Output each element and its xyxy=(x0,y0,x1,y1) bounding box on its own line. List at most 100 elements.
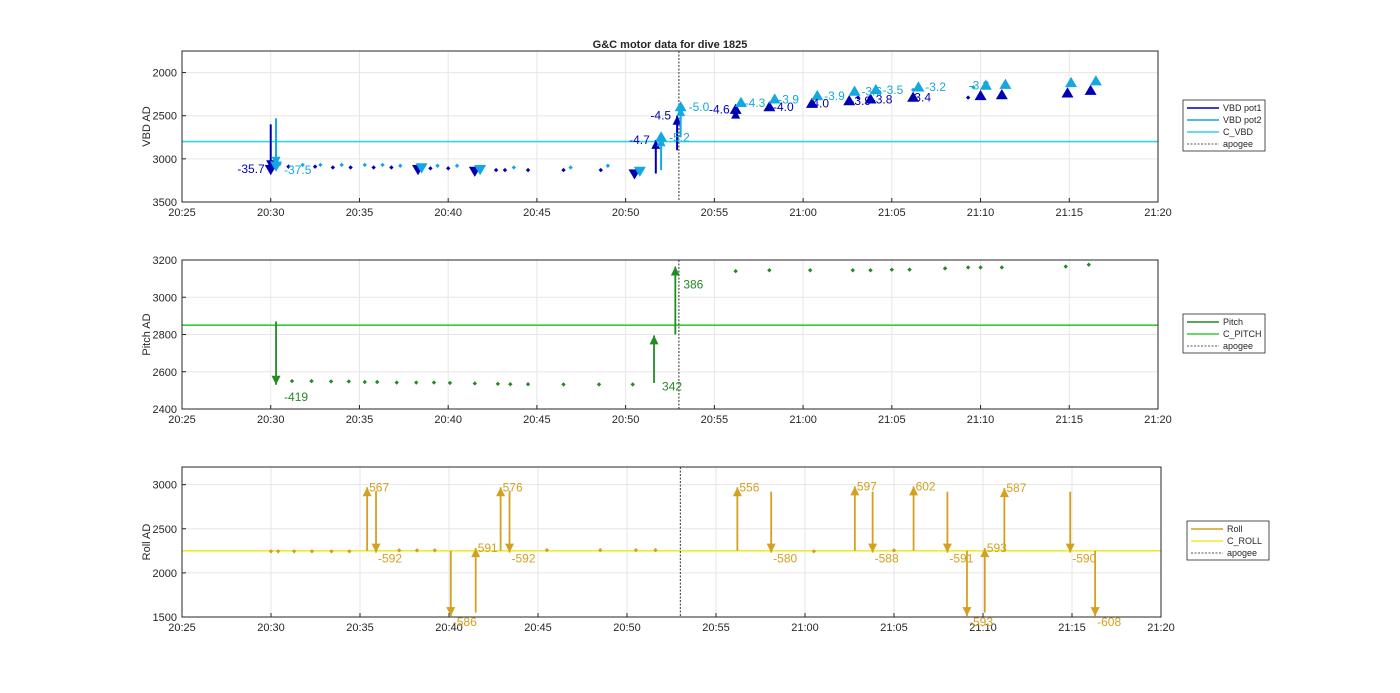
vbd-pot1-arrow-head xyxy=(651,139,661,149)
roll-ytick-label: 1500 xyxy=(153,612,177,624)
pitch-point xyxy=(472,381,477,386)
figure-title: G&C motor data for dive 1825 xyxy=(593,39,748,51)
vbd-pot2-marker xyxy=(655,131,668,142)
vbd-pot2-point xyxy=(568,165,573,170)
roll-xtick-label: 20:45 xyxy=(524,622,552,634)
pitch-point xyxy=(733,268,738,274)
pitch-point xyxy=(596,382,602,387)
vbd-pot1-point xyxy=(965,95,971,100)
vbd-pot2-marker xyxy=(474,165,487,176)
vbd-pot2-annotation: -5.0 xyxy=(689,100,710,114)
roll-annotation: 593 xyxy=(987,541,1007,555)
pitch-point xyxy=(907,267,912,272)
roll-arrow-head xyxy=(1065,543,1075,553)
pitch-ytick-label: 3200 xyxy=(153,255,177,267)
pitch-point xyxy=(362,379,367,385)
roll-annotation: 576 xyxy=(503,480,523,494)
pitch-xtick-label: 20:35 xyxy=(346,414,374,426)
roll-annotation: 587 xyxy=(1006,481,1026,495)
vbd-pot2-marker xyxy=(633,166,646,177)
vbd-ylabel: VBD AD xyxy=(141,106,153,146)
roll-point xyxy=(633,547,639,553)
vbd-pot1-annotation: -4.7 xyxy=(629,133,650,147)
vbd-pot1-point xyxy=(348,165,353,170)
vbd-pot2-annotation: -3.6 xyxy=(861,85,882,99)
vbd-pot1-point xyxy=(525,167,531,173)
roll-xtick-label: 20:25 xyxy=(168,622,196,634)
pitch-annotation: 386 xyxy=(683,278,703,292)
vbd-pot2-marker xyxy=(270,161,283,172)
pitch-point xyxy=(1063,264,1068,269)
pitch-arrow-head xyxy=(670,266,680,276)
roll-point xyxy=(544,547,550,553)
roll-point xyxy=(598,547,603,553)
roll-xtick-label: 20:55 xyxy=(702,622,730,634)
roll-point xyxy=(891,548,897,553)
roll-arrow-head xyxy=(999,488,1009,498)
vbd-pot1-annotation: -3.8 xyxy=(872,92,893,106)
vbd-pot1-marker xyxy=(1084,84,1097,95)
pitch-point xyxy=(375,379,380,385)
roll-xtick-label: 20:40 xyxy=(435,622,463,634)
roll-point xyxy=(291,549,297,554)
vbd-pot2-marker xyxy=(768,93,781,104)
vbd-pot1-point xyxy=(445,166,451,171)
roll-point xyxy=(432,548,437,553)
vbd-pot2-point xyxy=(435,163,440,168)
vbd-pot1-marker xyxy=(864,93,877,104)
vbd-pot2-annotation: -3.8 xyxy=(969,79,990,93)
pitch-point xyxy=(850,268,855,273)
vbd-pot1-annotation: -4.0 xyxy=(773,100,794,114)
vbd-pot2-marker xyxy=(674,101,687,112)
pitch-point xyxy=(414,380,419,385)
vbd-ytick-label: 3500 xyxy=(153,197,177,209)
vbd-pot1-point xyxy=(598,167,603,173)
vbd-xtick-label: 20:25 xyxy=(168,207,196,219)
pitch-point xyxy=(999,265,1005,270)
pitch-xtick-label: 20:50 xyxy=(612,414,640,426)
pitch-point xyxy=(942,266,948,271)
pitch-point xyxy=(289,378,295,384)
vbd-pot1-annotation: -4.5 xyxy=(650,109,671,123)
pitch-xtick-label: 20:55 xyxy=(701,414,729,426)
vbd-pot2-marker xyxy=(811,89,824,101)
pitch-point xyxy=(807,268,813,273)
roll-point xyxy=(309,549,315,554)
pitch-xtick-label: 21:20 xyxy=(1144,414,1172,426)
vbd-legend-label: apogee xyxy=(1223,139,1253,149)
vbd-xtick-label: 21:10 xyxy=(967,207,995,219)
pitch-point xyxy=(394,380,399,385)
roll-point xyxy=(329,549,334,554)
roll-xtick-label: 20:35 xyxy=(346,622,374,634)
vbd-pot1-marker xyxy=(974,89,987,101)
roll-annotation: -592 xyxy=(512,552,536,566)
vbd-pot2-marker xyxy=(869,83,882,95)
vbd-pot2-point xyxy=(971,85,976,90)
vbd-xtick-label: 20:50 xyxy=(612,207,640,219)
vbd-pot1-marker xyxy=(763,101,776,112)
pitch-point xyxy=(630,382,635,387)
pitch-legend-label: apogee xyxy=(1223,341,1253,351)
pitch-panel: 20:25 20:30 20:35 20:40 20:45 20:50 20:55 21:00… xyxy=(141,255,1266,426)
vbd-pot1-point xyxy=(330,165,336,170)
roll-arrow-head xyxy=(868,543,878,553)
vbd-legend-label: VBD pot1 xyxy=(1223,103,1262,113)
vbd-pot1-point xyxy=(428,166,433,171)
roll-arrow-head xyxy=(471,548,481,558)
vbd-pot1-annotation: -35.7 xyxy=(237,162,265,176)
roll-point xyxy=(396,548,402,553)
pitch-annotation: -419 xyxy=(284,390,308,404)
vbd-pot2-point xyxy=(454,163,460,168)
vbd-ytick-label: 2500 xyxy=(153,111,177,123)
roll-annotation: -593 xyxy=(969,615,993,629)
roll-arrow-head xyxy=(909,486,919,496)
roll-ytick-label: 3000 xyxy=(153,480,177,492)
vbd-pot2-marker xyxy=(912,81,925,92)
vbd-pot1-marker xyxy=(907,91,920,102)
roll-point xyxy=(653,547,658,553)
vbd-panel: 20:25 20:30 20:35 20:40 20:45 20:50 20:55 21:00… xyxy=(141,50,1266,219)
vbd-pot1-arrow-head xyxy=(672,115,682,125)
pitch-point xyxy=(309,378,314,384)
pitch-point xyxy=(525,382,531,387)
vbd-pot1-arrow-head xyxy=(731,109,741,119)
